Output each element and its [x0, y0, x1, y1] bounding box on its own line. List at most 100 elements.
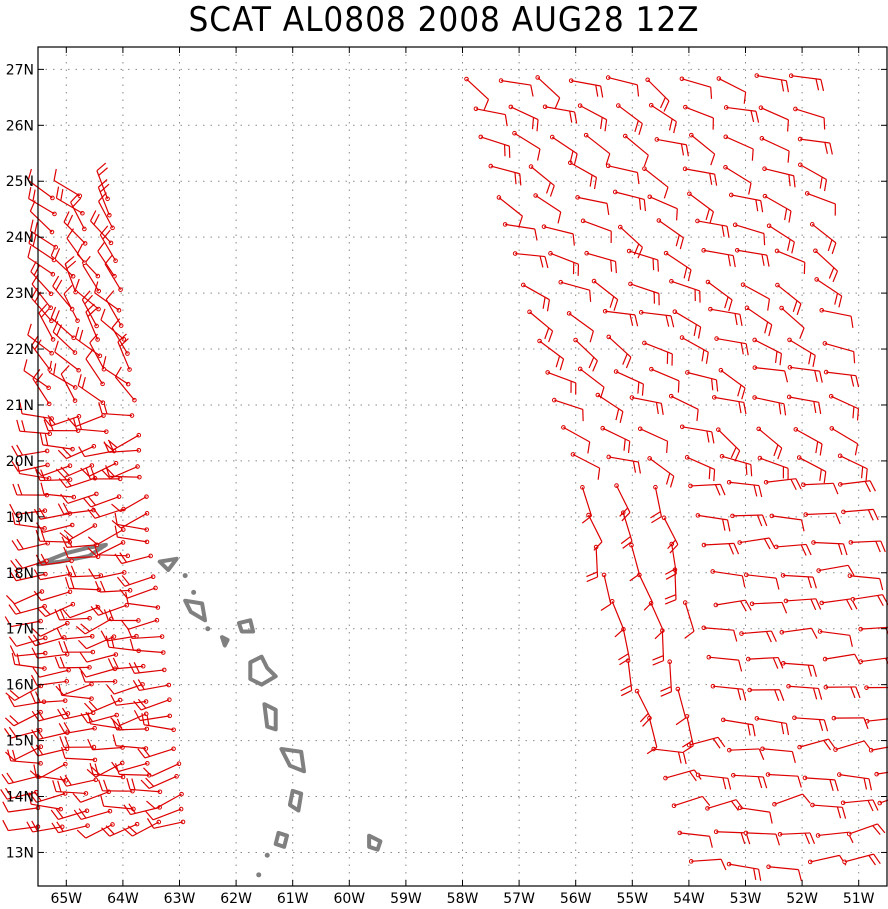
wind-barb: [850, 594, 888, 607]
wind-barb: [549, 134, 578, 166]
barb-staff: [746, 574, 777, 579]
wind-barb: [58, 640, 96, 655]
barb-staff: [87, 714, 117, 724]
wind-barb: [488, 163, 522, 186]
wind-barb: [730, 513, 768, 527]
barb-feather: [815, 78, 820, 91]
barb-staff: [100, 319, 125, 340]
barb-feather: [143, 767, 153, 777]
wind-barb: [53, 168, 83, 199]
barb-feather: [586, 571, 598, 578]
lon-tick-label: 62W: [220, 891, 252, 907]
barb-feather: [652, 258, 655, 271]
barb-feather: [721, 225, 725, 237]
wind-barb: [26, 820, 65, 833]
barb-feather: [812, 665, 817, 677]
wind-barb: [97, 179, 112, 218]
barb-staff: [90, 723, 121, 729]
barb-feather: [634, 120, 639, 132]
barb-staff: [554, 399, 583, 410]
wind-barb: [695, 772, 732, 790]
barb-feather: [670, 315, 675, 328]
wind-barb: [629, 542, 640, 582]
wind-barb: [36, 522, 75, 533]
barb-feather: [632, 461, 637, 473]
barb-feather: [11, 445, 19, 457]
barb-feather: [849, 635, 853, 647]
barb-feather: [832, 483, 839, 495]
wind-barb: [671, 795, 711, 808]
barb-staff: [151, 763, 180, 777]
island-dominica: [262, 702, 278, 732]
barb-staff: [639, 428, 668, 442]
barb-staff: [98, 201, 114, 229]
barb-staff: [8, 807, 39, 813]
wind-barb: [568, 78, 604, 98]
barb-feather: [777, 447, 783, 460]
wind-barb: [12, 483, 50, 498]
wind-barb: [774, 543, 812, 556]
barb-feather: [742, 689, 747, 701]
barb-feather: [739, 314, 743, 326]
wind-barb: [842, 853, 881, 866]
barb-staff: [708, 656, 739, 661]
wind-barb: [567, 160, 598, 190]
barb-feather: [868, 855, 876, 866]
wind-barb: [804, 191, 836, 216]
wind-barb: [787, 337, 816, 367]
barb-feather: [146, 800, 156, 810]
barb-feather: [872, 825, 881, 835]
wind-barb: [622, 133, 649, 167]
wind-barb: [647, 456, 675, 488]
barb-staff: [132, 635, 163, 640]
barb-feather: [554, 97, 561, 109]
barb-feather: [850, 316, 854, 328]
barb-feather: [534, 228, 538, 241]
barb-feather: [636, 84, 640, 97]
barb-staff: [661, 630, 665, 661]
barb-feather: [737, 688, 742, 701]
barb-feather: [59, 656, 66, 669]
barb-staff: [650, 603, 664, 631]
barb-feather: [761, 254, 765, 266]
wind-barb: [111, 511, 150, 529]
wind-barb: [713, 599, 752, 612]
barb-feather: [761, 514, 768, 527]
wind-barb: [802, 775, 839, 792]
barb-feather: [676, 208, 678, 221]
barb-staff: [821, 309, 852, 317]
wind-barb: [498, 78, 534, 97]
barb-feather: [787, 119, 789, 132]
wind-barb: [762, 193, 792, 223]
barb-staff: [824, 342, 854, 353]
barb-staff: [871, 746, 888, 751]
islet: [182, 573, 188, 579]
barb-staff: [96, 529, 124, 545]
barb-feather: [675, 717, 686, 726]
barb-staff: [762, 748, 793, 753]
barb-feather: [593, 177, 598, 190]
barb-feather: [587, 441, 591, 454]
barb-feather: [802, 793, 811, 804]
barb-feather: [831, 242, 837, 255]
barb-feather: [619, 507, 629, 517]
barb-feather: [734, 313, 738, 326]
barb-feather: [819, 176, 823, 189]
barb-staff: [716, 337, 747, 345]
wind-barb: [100, 794, 136, 812]
barb-feather: [530, 84, 534, 97]
wind-barb: [74, 278, 101, 312]
wind-barb: [766, 223, 795, 254]
barb-feather: [63, 476, 72, 487]
wind-barb: [570, 452, 601, 480]
wind-barb: [609, 599, 625, 638]
barb-feather: [622, 540, 633, 549]
barb-feather: [97, 241, 106, 252]
wind-barb: [747, 687, 785, 701]
wind-barb: [831, 715, 869, 730]
barb-staff: [85, 311, 99, 340]
barb-feather: [666, 441, 669, 453]
wind-barb: [723, 164, 752, 195]
barb-staff: [849, 575, 880, 580]
wind-barb: [744, 572, 780, 590]
